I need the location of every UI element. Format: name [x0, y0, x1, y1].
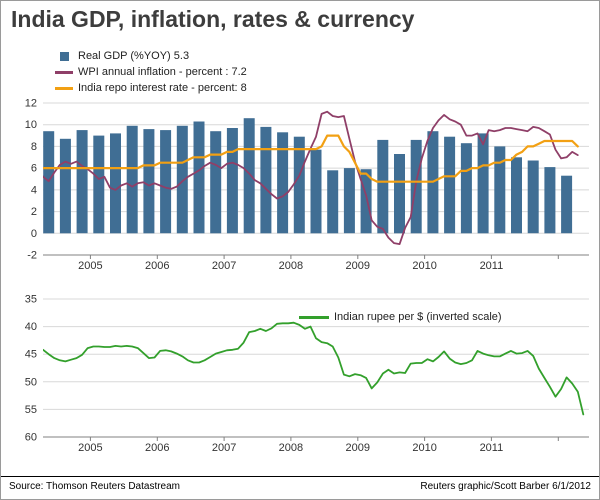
svg-text:35: 35 [25, 294, 37, 306]
svg-text:60: 60 [25, 432, 37, 444]
svg-text:10: 10 [25, 119, 37, 131]
svg-text:2006: 2006 [145, 442, 169, 454]
svg-text:2008: 2008 [279, 260, 303, 272]
svg-text:6: 6 [31, 163, 37, 175]
svg-text:0: 0 [31, 228, 37, 240]
svg-text:45: 45 [25, 349, 37, 361]
legend-label-repo: India repo interest rate - percent: 8 [78, 82, 247, 94]
gdp-bar-marker-icon [60, 51, 69, 61]
legend-label-wpi: WPI annual inflation - percent : 7.2 [78, 66, 247, 78]
svg-text:2010: 2010 [412, 260, 436, 272]
repo-line-marker-icon [55, 86, 73, 90]
svg-text:8: 8 [31, 141, 37, 153]
legend-item-repo: India repo interest rate - percent: 8 [55, 80, 247, 96]
svg-text:2010: 2010 [412, 442, 436, 454]
svg-text:2: 2 [31, 206, 37, 218]
page-title: India GDP, inflation, rates & currency [11, 6, 415, 32]
svg-text:2005: 2005 [78, 260, 102, 272]
top-chart-legend: Real GDP (%YOY) 5.3 WPI annual inflation… [55, 48, 247, 96]
gdp-inflation-repo-chart-canvas: -2 0 2 4 6 8 10 12 2005 2006 2007 2008 2009 2010 2011 [25, 98, 589, 272]
wpi-line-marker-icon [55, 70, 73, 74]
svg-text:2007: 2007 [212, 260, 236, 272]
svg-text:2011: 2011 [480, 442, 504, 454]
footer: Source: Thomson Reuters Datastream Reute… [1, 476, 599, 499]
svg-text:2009: 2009 [346, 442, 370, 454]
svg-text:55: 55 [25, 404, 37, 416]
svg-text:12: 12 [25, 98, 37, 110]
svg-text:2011: 2011 [480, 260, 504, 272]
rupee-line-marker-icon [299, 315, 329, 319]
svg-text:2008: 2008 [279, 442, 303, 454]
svg-text:2009: 2009 [346, 260, 370, 272]
svg-text:50: 50 [25, 376, 37, 388]
source-note: Source: Thomson Reuters Datastream [9, 481, 181, 492]
legend-item-wpi: WPI annual inflation - percent : 7.2 [55, 64, 247, 80]
rupee-chart-legend: Indian rupee per $ (inverted scale) [299, 311, 502, 323]
legend-label-gdp: Real GDP (%YOY) 5.3 [78, 50, 190, 62]
rupee-chart-canvas: 35 40 45 50 55 60 2005 2006 2007 2008 2009 2010 2011 [25, 294, 589, 454]
svg-text:2006: 2006 [145, 260, 169, 272]
legend-item-gdp: Real GDP (%YOY) 5.3 [55, 48, 247, 64]
svg-text:4: 4 [31, 184, 37, 196]
svg-text:-2: -2 [27, 250, 37, 262]
svg-text:40: 40 [25, 321, 37, 333]
svg-text:2007: 2007 [212, 442, 236, 454]
legend-label-rupee: Indian rupee per $ (inverted scale) [334, 311, 502, 323]
credit-note: Reuters graphic/Scott Barber 6/1/2012 [420, 481, 591, 492]
svg-text:2005: 2005 [78, 442, 102, 454]
